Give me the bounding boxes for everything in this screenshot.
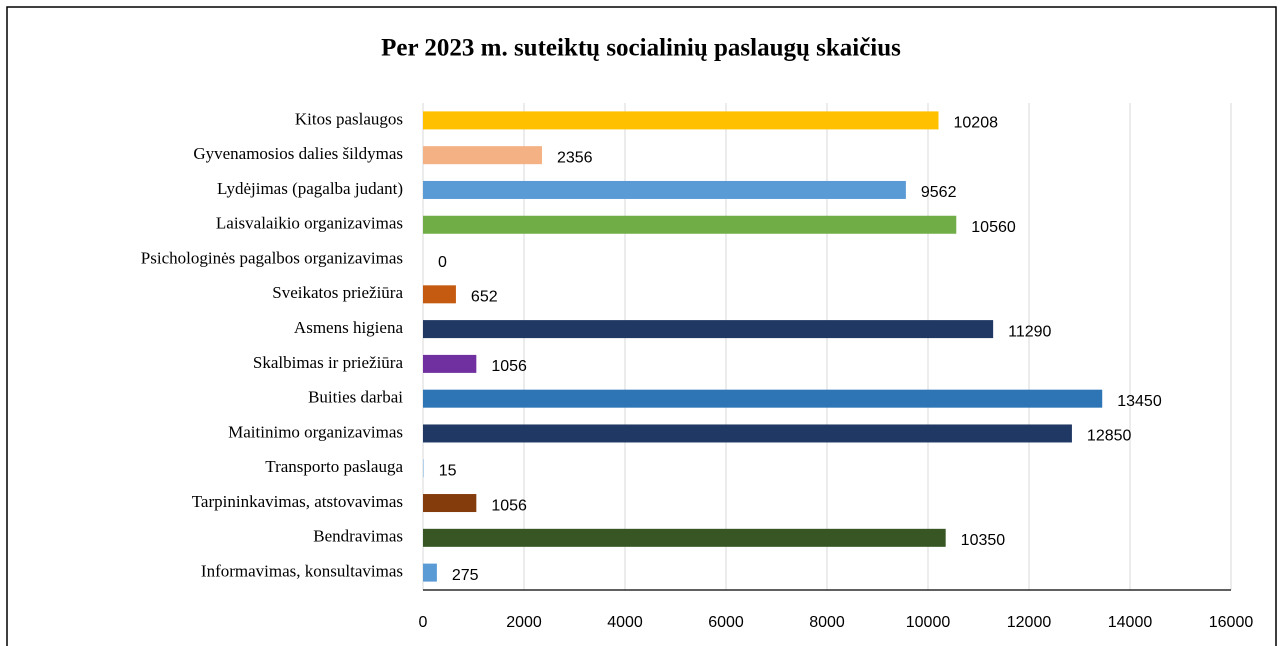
bar: [423, 528, 946, 547]
x-tick-label: 0: [419, 614, 428, 631]
y-tick-label: Laisvalaikio organizavimas: [216, 214, 403, 233]
bar: [423, 111, 939, 130]
y-tick-label: Buities darbai: [308, 388, 403, 407]
y-tick-label: Skalbimas ir priežiūra: [253, 353, 404, 372]
bar: [423, 215, 957, 234]
x-tick-label: 16000: [1209, 614, 1254, 631]
bar: [423, 389, 1103, 408]
y-tick-label: Sveikatos priežiūra: [272, 283, 403, 302]
data-label: 11290: [1008, 323, 1051, 340]
data-label: 10560: [971, 219, 1016, 236]
bar: [423, 320, 994, 339]
y-tick-label: Bendravimas: [313, 527, 403, 546]
bar: [423, 494, 477, 513]
data-label: 12850: [1087, 428, 1132, 445]
y-tick-label: Kitos paslaugos: [295, 109, 403, 128]
frame: [6, 6, 1277, 646]
data-label: 1056: [491, 497, 527, 514]
y-tick-label: Psichologinės pagalbos organizavimas: [141, 248, 403, 267]
x-tick-label: 8000: [809, 614, 845, 631]
y-tick-label: Maitinimo organizavimas: [228, 422, 403, 441]
data-label: 10350: [961, 532, 1006, 549]
data-label: 652: [471, 289, 498, 306]
bar: [423, 285, 456, 304]
data-label: 1056: [491, 358, 527, 375]
data-label: 0: [438, 254, 447, 271]
data-label: 9562: [921, 184, 957, 201]
data-label: 275: [452, 567, 479, 584]
x-tick-label: 6000: [708, 614, 744, 631]
bar: [423, 459, 424, 478]
data-label: 2356: [557, 149, 593, 166]
y-tick-label: Informavimas, konsultavimas: [201, 562, 403, 581]
x-tick-label: 12000: [1007, 614, 1052, 631]
chart-title: Per 2023 m. suteiktų socialinių paslaugų…: [381, 35, 901, 62]
y-tick-label: Transporto paslauga: [265, 457, 403, 476]
y-tick-label: Lydėjimas (pagalba judant): [217, 179, 403, 198]
y-tick-label: Gyvenamosios dalies šildymas: [193, 144, 403, 163]
bar: [423, 424, 1072, 443]
data-label: 13450: [1117, 393, 1162, 410]
bar: [423, 146, 542, 165]
bar: [423, 563, 437, 582]
x-tick-label: 14000: [1108, 614, 1153, 631]
y-tick-label: Asmens higiena: [294, 318, 404, 337]
x-tick-label: 4000: [607, 614, 643, 631]
data-label: 10208: [954, 115, 999, 132]
x-tick-label: 10000: [906, 614, 951, 631]
y-tick-label: Tarpininkavimas, atstovavimas: [192, 492, 403, 511]
data-label: 15: [439, 462, 457, 479]
bar: [423, 354, 477, 373]
bar: [423, 180, 906, 199]
x-tick-label: 2000: [506, 614, 542, 631]
